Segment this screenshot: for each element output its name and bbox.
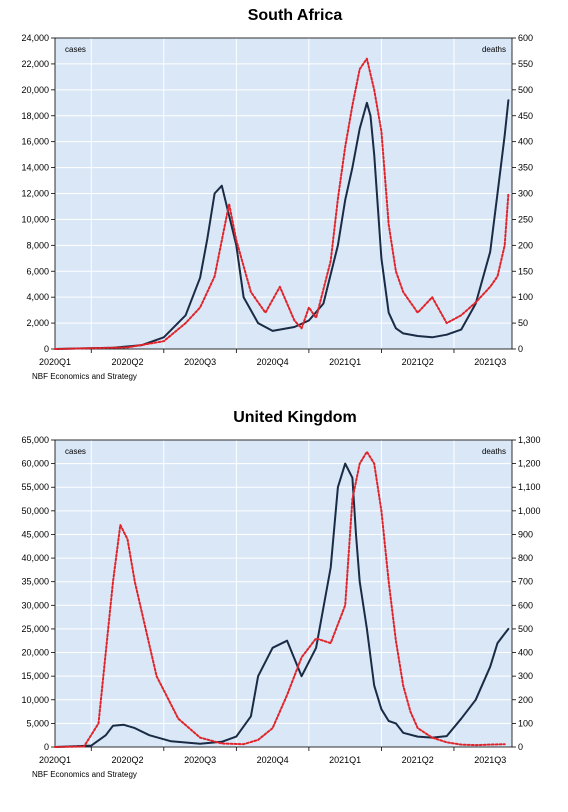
right-axis-label: deaths	[482, 45, 506, 54]
right-tick-label: 250	[518, 214, 533, 224]
x-tick-label: 2020Q2	[112, 357, 144, 367]
left-axis-label: cases	[65, 447, 86, 456]
left-tick-label: 20,000	[21, 648, 49, 658]
plot-frame	[54, 37, 513, 350]
chart-1: South Africa 0 2,000 4,000 6,000 8,000 10,000 1…	[21, 7, 533, 381]
left-tick-label: 4,000	[26, 292, 49, 302]
left-tick-label: 60,000	[21, 459, 49, 469]
left-tick-label: 6,000	[26, 266, 49, 276]
left-tick-label: 45,000	[21, 529, 49, 539]
right-tick-label: 0	[518, 344, 523, 354]
x-tick-label: 2020Q3	[184, 357, 216, 367]
left-tick-label: 22,000	[21, 59, 49, 69]
x-tick-label: 2021Q3	[474, 755, 506, 765]
left-tick-label: 65,000	[21, 435, 49, 445]
left-tick-label: 40,000	[21, 553, 49, 563]
right-tick-label: 200	[518, 240, 533, 250]
left-tick-label: 35,000	[21, 577, 49, 587]
x-tick-label: 2021Q1	[329, 755, 361, 765]
left-tick-label: 0	[44, 344, 49, 354]
left-tick-label: 15,000	[21, 671, 49, 681]
series-line-deaths	[54, 450, 506, 748]
right-tick-label: 50	[518, 318, 528, 328]
series-line-deaths	[54, 57, 510, 350]
left-tick-label: 12,000	[21, 189, 49, 199]
right-tick-label: 1,100	[518, 482, 541, 492]
right-tick-label: 500	[518, 624, 533, 634]
left-tick-label: 30,000	[21, 600, 49, 610]
chart-title: South Africa	[248, 7, 343, 24]
left-tick-label: 8,000	[26, 240, 49, 250]
right-tick-label: 100	[518, 718, 533, 728]
right-tick-label: 400	[518, 648, 533, 658]
right-tick-label: 350	[518, 163, 533, 173]
x-tick-label: 2020Q3	[184, 755, 216, 765]
right-tick-label: 800	[518, 553, 533, 563]
right-tick-label: 600	[518, 600, 533, 610]
right-tick-label: 300	[518, 671, 533, 681]
x-tick-label: 2021Q3	[474, 357, 506, 367]
right-axis-label: deaths	[482, 447, 506, 456]
left-tick-label: 24,000	[21, 33, 49, 43]
source-note: NBF Economics and Strategy	[32, 372, 137, 381]
right-tick-label: 100	[518, 292, 533, 302]
x-tick-label: 2021Q2	[402, 357, 434, 367]
right-tick-label: 300	[518, 189, 533, 199]
right-tick-label: 1,000	[518, 506, 541, 516]
chart-2: United Kingdom 0 5,000 10,000 15,000 20,000 25…	[21, 409, 541, 779]
left-tick-label: 50,000	[21, 506, 49, 516]
plot-area	[55, 440, 512, 747]
series-line-cases	[54, 462, 510, 748]
right-tick-label: 450	[518, 111, 533, 121]
left-tick-label: 0	[44, 742, 49, 752]
left-tick-label: 20,000	[21, 85, 49, 95]
right-tick-label: 1,200	[518, 459, 541, 469]
right-tick-label: 0	[518, 742, 523, 752]
right-tick-label: 200	[518, 695, 533, 705]
x-tick-label: 2020Q4	[257, 357, 289, 367]
x-tick-label: 2021Q1	[329, 357, 361, 367]
series-line-cases	[54, 99, 510, 350]
left-tick-label: 18,000	[21, 111, 49, 121]
x-tick-label: 2020Q1	[39, 357, 71, 367]
left-tick-label: 25,000	[21, 624, 49, 634]
right-tick-label: 600	[518, 33, 533, 43]
x-tick-label: 2021Q2	[402, 755, 434, 765]
x-tick-label: 2020Q2	[112, 755, 144, 765]
right-tick-label: 150	[518, 266, 533, 276]
chart-title: United Kingdom	[233, 409, 357, 426]
source-note: NBF Economics and Strategy	[32, 770, 137, 779]
left-tick-label: 2,000	[26, 318, 49, 328]
left-tick-label: 5,000	[26, 718, 49, 728]
x-tick-label: 2020Q1	[39, 755, 71, 765]
right-tick-label: 900	[518, 529, 533, 539]
left-tick-label: 10,000	[21, 214, 49, 224]
right-tick-label: 1,300	[518, 435, 541, 445]
x-tick-label: 2020Q4	[257, 755, 289, 765]
left-tick-label: 55,000	[21, 482, 49, 492]
left-tick-label: 14,000	[21, 163, 49, 173]
left-tick-label: 16,000	[21, 137, 49, 147]
left-tick-label: 10,000	[21, 695, 49, 705]
right-tick-label: 700	[518, 577, 533, 587]
right-tick-label: 400	[518, 137, 533, 147]
right-tick-label: 550	[518, 59, 533, 69]
left-axis-label: cases	[65, 45, 86, 54]
right-tick-label: 500	[518, 85, 533, 95]
plot-frame	[54, 439, 513, 748]
